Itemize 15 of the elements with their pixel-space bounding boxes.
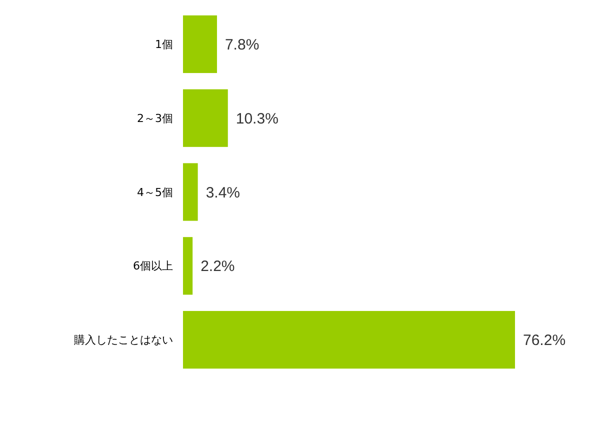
bar: [183, 15, 217, 74]
y-tick-label: 4～5個: [137, 186, 173, 199]
data-label: 7.8%: [224, 36, 260, 54]
y-tick-label: 購入したことはない: [74, 334, 173, 347]
data-label: 76.2%: [523, 332, 566, 350]
bar: [183, 89, 228, 147]
y-tick-label: 1個: [155, 38, 173, 52]
y-tick-label: 2～3個: [137, 112, 173, 125]
y-tick-label: 6個以上: [133, 260, 173, 273]
bar: [183, 163, 198, 221]
bar: [183, 310, 515, 369]
data-label: 10.3%: [236, 110, 278, 128]
data-label: 2.2%: [200, 258, 235, 276]
data-label: 3.4%: [206, 184, 240, 202]
bar: [183, 237, 193, 295]
